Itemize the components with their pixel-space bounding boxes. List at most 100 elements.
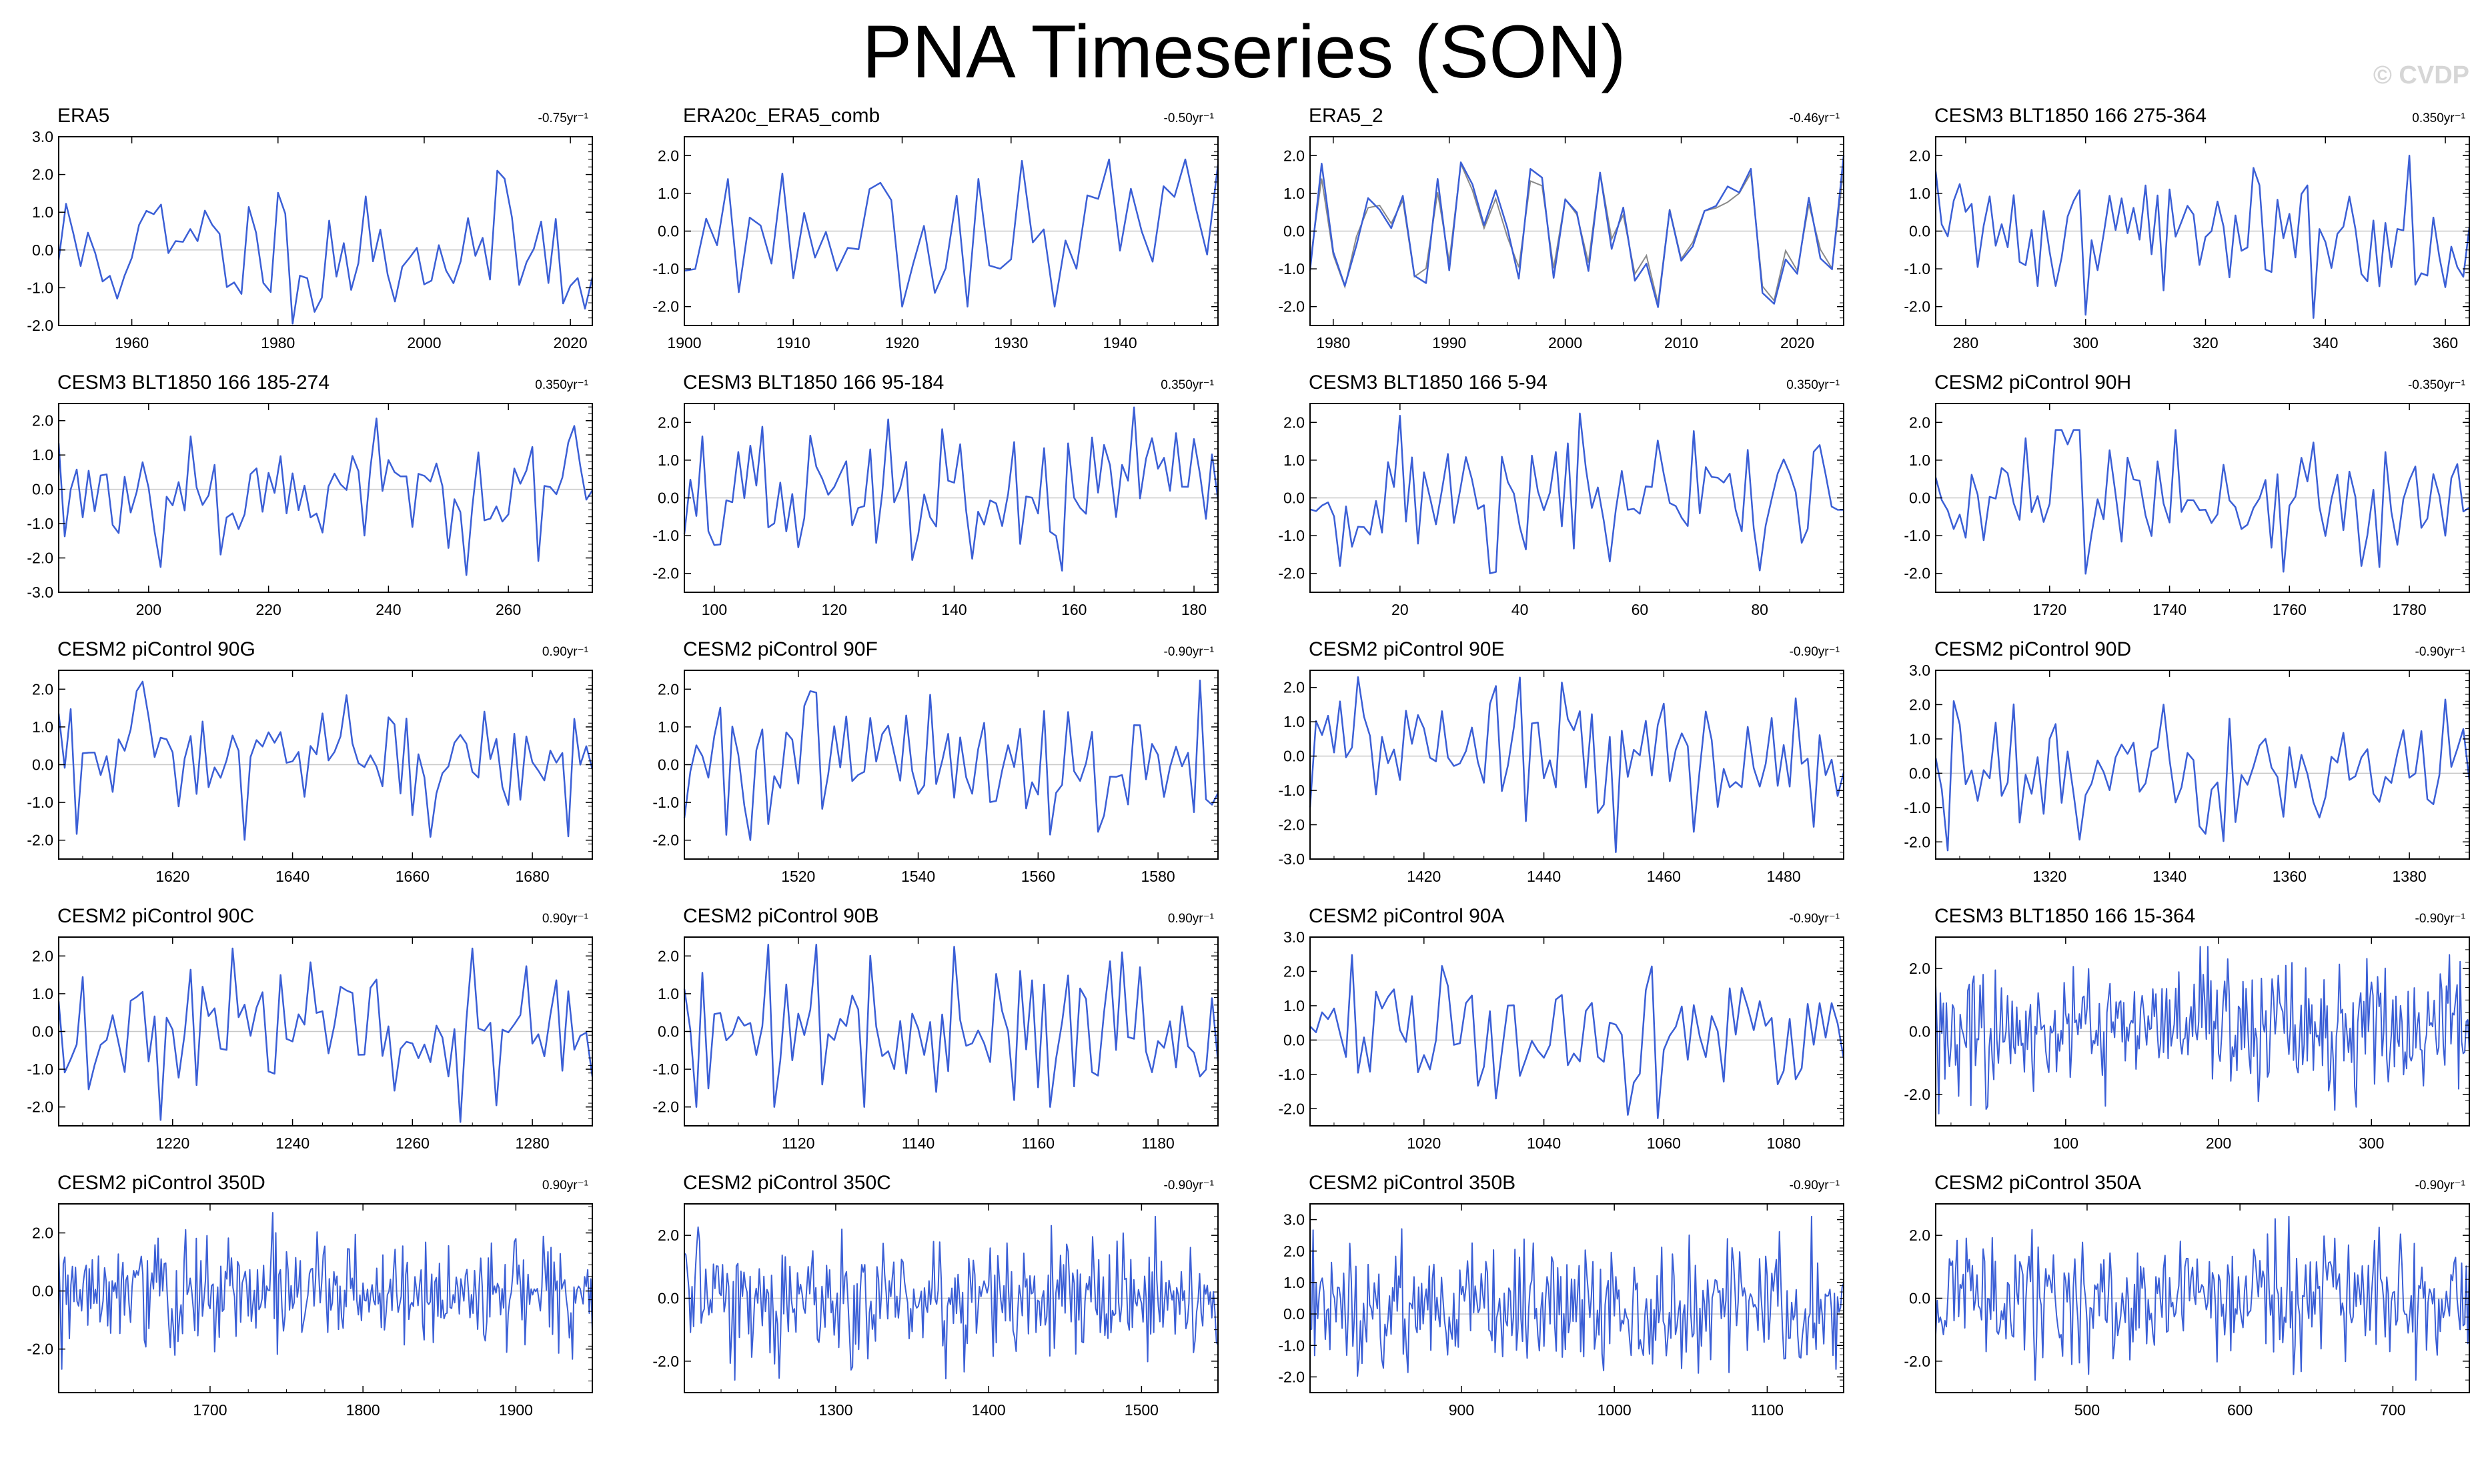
y-tick-label: 0.0 [658, 756, 679, 774]
y-tick-label: 1.0 [32, 718, 53, 736]
panel-4: CESM3 BLT1850 166 275-364 0.350yr⁻¹ -2.0 -1… [1904, 105, 2471, 351]
x-tick-label: 1540 [901, 868, 935, 885]
y-tick-label: 2.0 [1283, 1243, 1305, 1260]
panel-8: CESM2 piControl 90H -0.350yr⁻¹ -2.0 -1.0 0.0… [1904, 372, 2470, 618]
x-tick-label: 1040 [1527, 1135, 1561, 1152]
x-tick-label: 1420 [1407, 868, 1441, 885]
series-line [57, 418, 594, 576]
x-tick-label: 1980 [261, 334, 295, 351]
plot-frame [1309, 936, 1844, 1127]
y-tick-label: -1.0 [1904, 260, 1930, 277]
y-tick-label: -1.0 [27, 794, 53, 811]
x-tick-label: 1640 [275, 868, 309, 885]
x-tick-label: 1280 [516, 1135, 550, 1152]
y-tick-label: 3.0 [1283, 928, 1305, 946]
y-tick-label: 2.0 [1283, 962, 1305, 980]
y-tick-label: 2.0 [32, 947, 53, 964]
y-tick-label: 2.0 [1909, 960, 1930, 977]
y-tick-label: -1.0 [1278, 260, 1305, 277]
y-tick-label: 1.0 [658, 452, 679, 469]
series-line [57, 947, 594, 1123]
x-tick-label: 1740 [2152, 601, 2187, 618]
x-tick-label: 1180 [1141, 1135, 1174, 1152]
x-tick-label: 220 [255, 601, 281, 618]
y-tick-label: -1.0 [1278, 1066, 1305, 1083]
y-tick-label: -1.0 [652, 1060, 679, 1078]
x-tick-label: 20 [1391, 601, 1409, 618]
y-tick-label: -1.0 [652, 794, 679, 811]
y-tick-label: 1.0 [32, 446, 53, 464]
panel-title: CESM3 BLT1850 166 275-364 [1934, 105, 2207, 127]
y-tick-label: 2.0 [658, 1227, 679, 1244]
x-tick-label: 1930 [994, 334, 1028, 351]
y-tick-label: -2.0 [652, 565, 679, 582]
y-tick-label: -1.0 [1278, 527, 1305, 544]
panel-title: ERA5_2 [1309, 105, 1383, 127]
y-tick-label: -1.0 [27, 515, 53, 532]
y-tick-label: 2.0 [1909, 414, 1930, 431]
y-tick-label: 0.0 [1283, 1031, 1305, 1048]
y-tick-label: -2.0 [1278, 816, 1305, 834]
y-tick-label: -1.0 [652, 260, 679, 277]
x-tick-label: 1990 [1432, 334, 1466, 351]
x-tick-label: 1520 [781, 868, 815, 885]
panel-title: CESM3 BLT1850 166 5-94 [1309, 372, 1547, 394]
x-tick-label: 500 [2074, 1401, 2100, 1419]
series-line [683, 406, 1219, 572]
series-line [1309, 1215, 1844, 1377]
x-tick-label: 1140 [902, 1135, 935, 1152]
x-tick-label: 100 [2053, 1135, 2078, 1152]
x-tick-label: 360 [2433, 334, 2458, 351]
x-tick-label: 60 [1632, 601, 1649, 618]
y-tick-label: 1.0 [1283, 997, 1305, 1014]
panel-trend: 0.350yr⁻¹ [535, 378, 588, 392]
y-tick-label: 3.0 [32, 128, 53, 145]
x-tick-label: 1720 [2032, 601, 2066, 618]
panel-11: CESM2 piControl 90E -0.90yr⁻¹ -3.0 -2.0 -1.0… [1278, 638, 1845, 885]
series-line [684, 158, 1219, 307]
y-tick-label: 0.0 [32, 1283, 53, 1300]
x-tick-label: 280 [1953, 334, 1978, 351]
x-tick-label: 1760 [2273, 601, 2307, 618]
panel-trend: -0.90yr⁻¹ [1164, 645, 1215, 659]
x-tick-label: 1340 [2152, 868, 2187, 885]
series-line [58, 1212, 593, 1370]
x-tick-label: 700 [2380, 1401, 2405, 1419]
x-tick-label: 260 [496, 601, 521, 618]
x-tick-label: 1380 [2393, 868, 2427, 885]
y-tick-label: -1.0 [1278, 1337, 1305, 1354]
panel-3: ERA5_2 -0.46yr⁻¹ -2.0 -1.0 0.0 1.0 2.0 1980 1990… [1278, 105, 1845, 351]
y-tick-label: 2.0 [658, 947, 679, 964]
y-tick-label: 1.0 [658, 718, 679, 736]
y-tick-label: 1.0 [1909, 730, 1930, 748]
panel-title: CESM2 piControl 90A [1309, 905, 1504, 927]
x-tick-label: 1240 [275, 1135, 309, 1152]
x-tick-label: 1940 [1103, 334, 1137, 351]
y-tick-label: 0.0 [1909, 223, 1930, 240]
y-tick-label: -3.0 [1278, 850, 1305, 868]
y-tick-label: 1.0 [1283, 452, 1305, 469]
y-tick-label: -2.0 [27, 317, 53, 334]
y-tick-label: -2.0 [652, 832, 679, 849]
x-tick-label: 1120 [782, 1135, 814, 1152]
y-tick-label: 0.0 [658, 490, 679, 507]
x-tick-label: 160 [1061, 601, 1087, 618]
panel-title: CESM2 piControl 350A [1934, 1172, 2141, 1194]
x-tick-label: 1460 [1647, 868, 1681, 885]
x-tick-label: 2020 [1780, 334, 1814, 351]
panel-6: CESM3 BLT1850 166 95-184 0.350yr⁻¹ -2.0 -1.… [652, 372, 1219, 618]
y-tick-label: 0.0 [1909, 490, 1930, 507]
y-tick-label: 1.0 [1283, 1274, 1305, 1291]
x-tick-label: 300 [2073, 334, 2098, 351]
panel-20: CESM2 piControl 350A -0.90yr⁻¹ -2.0 0.0 2.0 5… [1904, 1172, 2470, 1419]
x-tick-label: 1800 [346, 1401, 380, 1419]
y-tick-label: -2.0 [1278, 298, 1305, 315]
panel-trend: 0.90yr⁻¹ [542, 912, 588, 926]
watermark: © CVDP [2373, 61, 2469, 89]
x-tick-label: 300 [2359, 1135, 2384, 1152]
plot-frame [58, 1203, 593, 1393]
x-tick-label: 1300 [818, 1401, 852, 1419]
x-tick-label: 40 [1511, 601, 1529, 618]
y-tick-label: 2.0 [32, 166, 53, 183]
